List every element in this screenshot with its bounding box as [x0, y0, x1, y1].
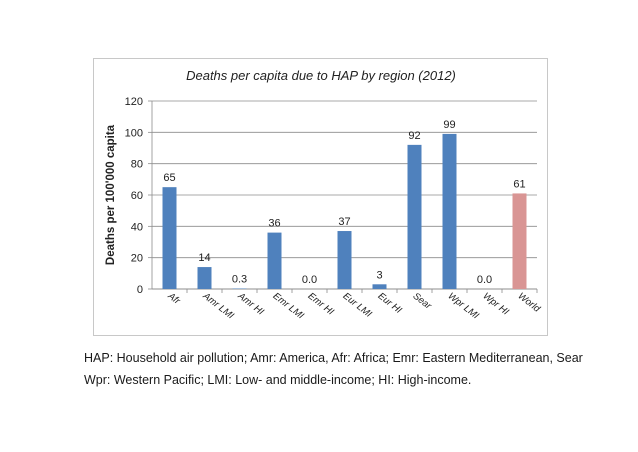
category-label: Wpr LMI [446, 291, 481, 322]
bar-wpr-lmi [442, 133, 457, 289]
chart-frame: Deaths per capita due to HAP by region (… [93, 58, 548, 336]
y-axis-label: Deaths per 100'000 capita [105, 124, 117, 265]
bar-afr [162, 187, 177, 289]
chart-title: Deaths per capita due to HAP by region (… [186, 68, 456, 83]
category-label: Amr LMI [200, 290, 236, 322]
y-tick-label: 40 [131, 221, 143, 233]
data-label: 37 [338, 216, 350, 228]
y-tick-label: 0 [137, 284, 143, 296]
category-label: Emr HI [306, 291, 336, 318]
data-label: 36 [268, 218, 280, 230]
y-tick-label: 120 [125, 96, 143, 108]
y-tick-label: 100 [125, 127, 143, 139]
data-label: 92 [408, 130, 420, 142]
bar-eur-lmi [337, 231, 352, 289]
data-label: 14 [198, 252, 210, 264]
category-label: World [516, 291, 543, 315]
bar-amr-lmi [197, 267, 212, 289]
data-label: 0.0 [302, 274, 317, 286]
data-label: 61 [513, 178, 525, 190]
category-label: Eur HI [376, 291, 404, 316]
data-label: 99 [443, 119, 455, 131]
caption-line-2: Wpr: Western Pacific; LMI: Low- and midd… [84, 373, 472, 387]
category-label: Emr LMI [271, 291, 306, 322]
category-label: Sear [411, 291, 434, 313]
caption-line-1: HAP: Household air pollution; Amr: Ameri… [84, 351, 583, 365]
category-label: Afr [165, 290, 183, 307]
category-label: Amr HI [235, 290, 266, 318]
bar-chart: Deaths per capita due to HAP by region (… [105, 68, 543, 322]
data-label: 0.3 [232, 274, 247, 286]
data-label: 3 [376, 269, 382, 281]
data-label: 0.0 [477, 274, 492, 286]
y-tick-label: 60 [131, 190, 143, 202]
bar-sear [407, 144, 422, 289]
data-label: 65 [163, 172, 175, 184]
y-tick-label: 20 [131, 253, 143, 265]
category-label: Eur LMI [341, 291, 374, 320]
bar-eur-hi [372, 284, 387, 289]
bar-emr-lmi [267, 232, 282, 289]
bar-world [512, 193, 527, 289]
category-label: Wpr HI [481, 291, 511, 318]
y-tick-label: 80 [131, 159, 143, 171]
